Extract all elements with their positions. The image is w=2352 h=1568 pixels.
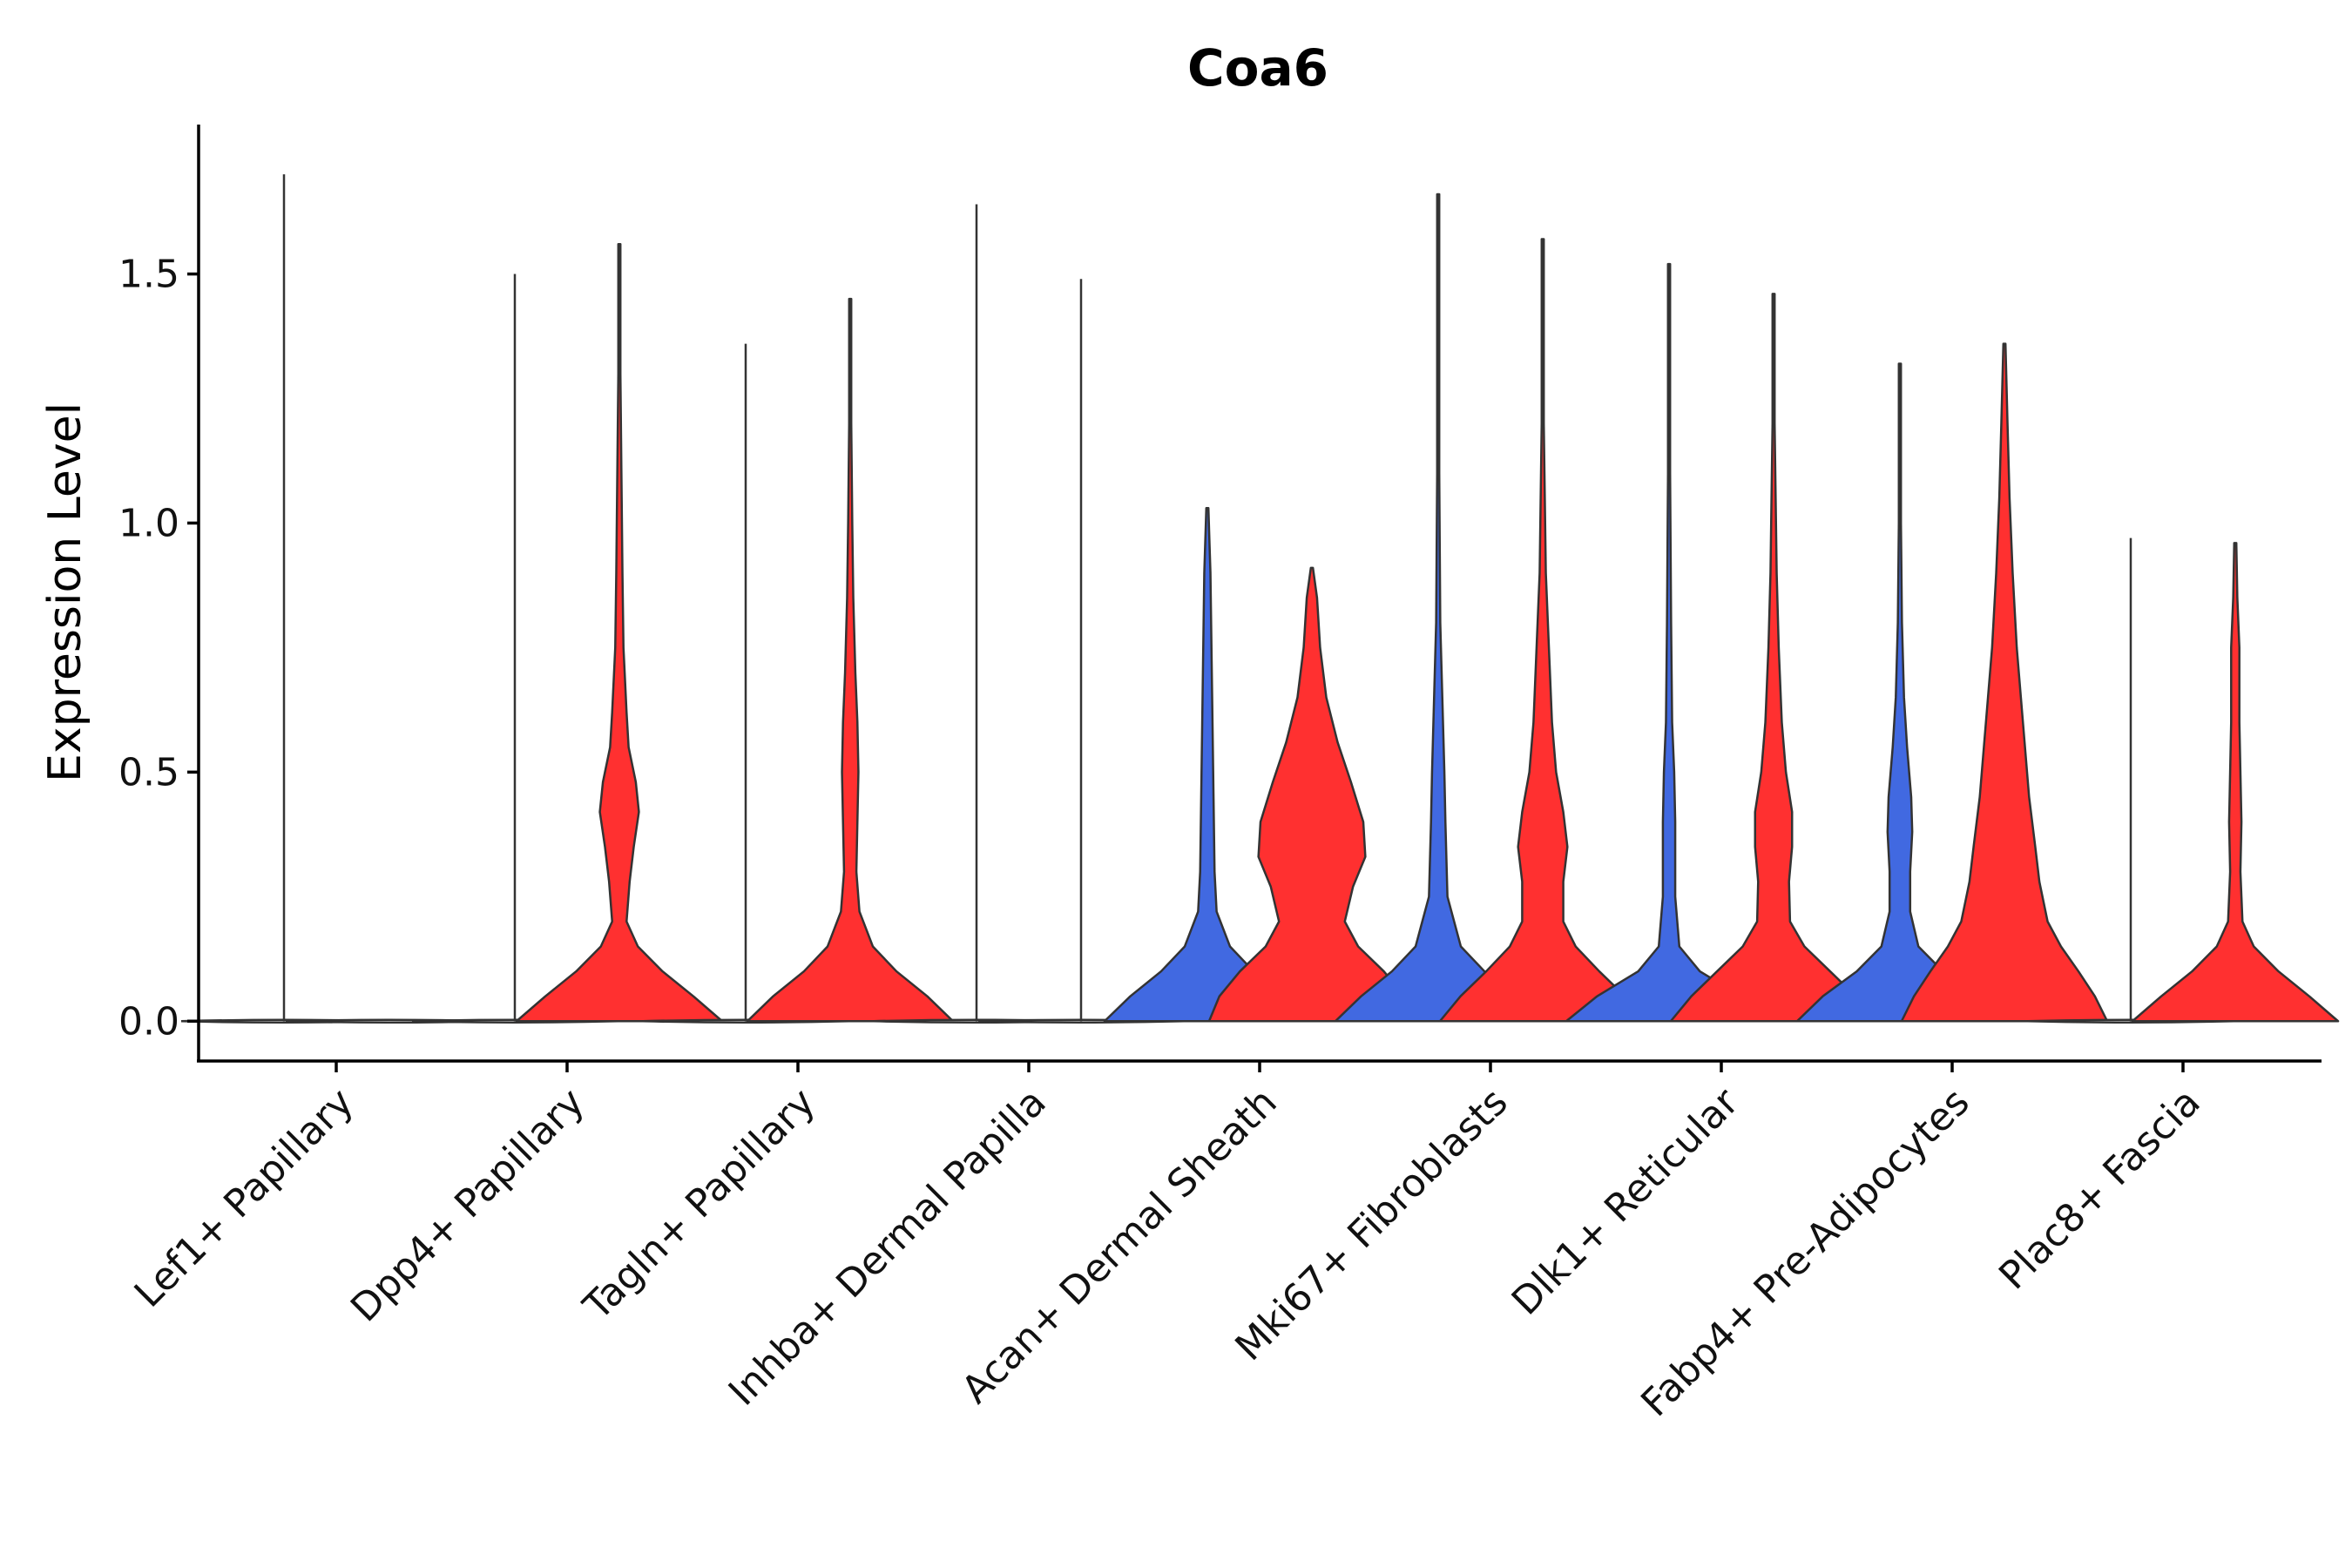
violin-right <box>1438 238 1647 1023</box>
x-category-label: Plac8+ Fascia <box>1990 1080 2209 1299</box>
violin-right <box>1207 566 1416 1023</box>
violin-right <box>1900 342 2109 1023</box>
y-ticks-group: 0.0 0.5 1.0 1.5 <box>118 253 199 1044</box>
y-tick-label: 1.0 <box>118 501 179 545</box>
chart-title: Coa6 <box>1187 38 1328 98</box>
violin-right <box>515 242 724 1023</box>
x-category-label: Dlk1+ Reticular <box>1504 1079 1748 1324</box>
violins-group <box>180 174 2340 1024</box>
violin-right <box>746 297 955 1023</box>
violin-right <box>1669 293 1878 1023</box>
violin-right <box>2131 542 2340 1023</box>
violin-left <box>1565 262 1774 1023</box>
y-tick-label: 0.5 <box>118 750 179 794</box>
x-category-label: Lef1+ Papillary <box>126 1080 362 1316</box>
y-axis-label: Expression Level <box>39 402 91 782</box>
x-category-label: Tagln+ Papillary <box>575 1080 824 1329</box>
violin-left <box>1795 362 2004 1023</box>
y-tick-label: 0.0 <box>118 999 179 1044</box>
x-category-label: Dpp4+ Papillary <box>342 1080 593 1331</box>
violin-left <box>1334 193 1543 1023</box>
violin-left <box>1103 507 1312 1023</box>
y-tick-label: 1.5 <box>118 253 179 297</box>
